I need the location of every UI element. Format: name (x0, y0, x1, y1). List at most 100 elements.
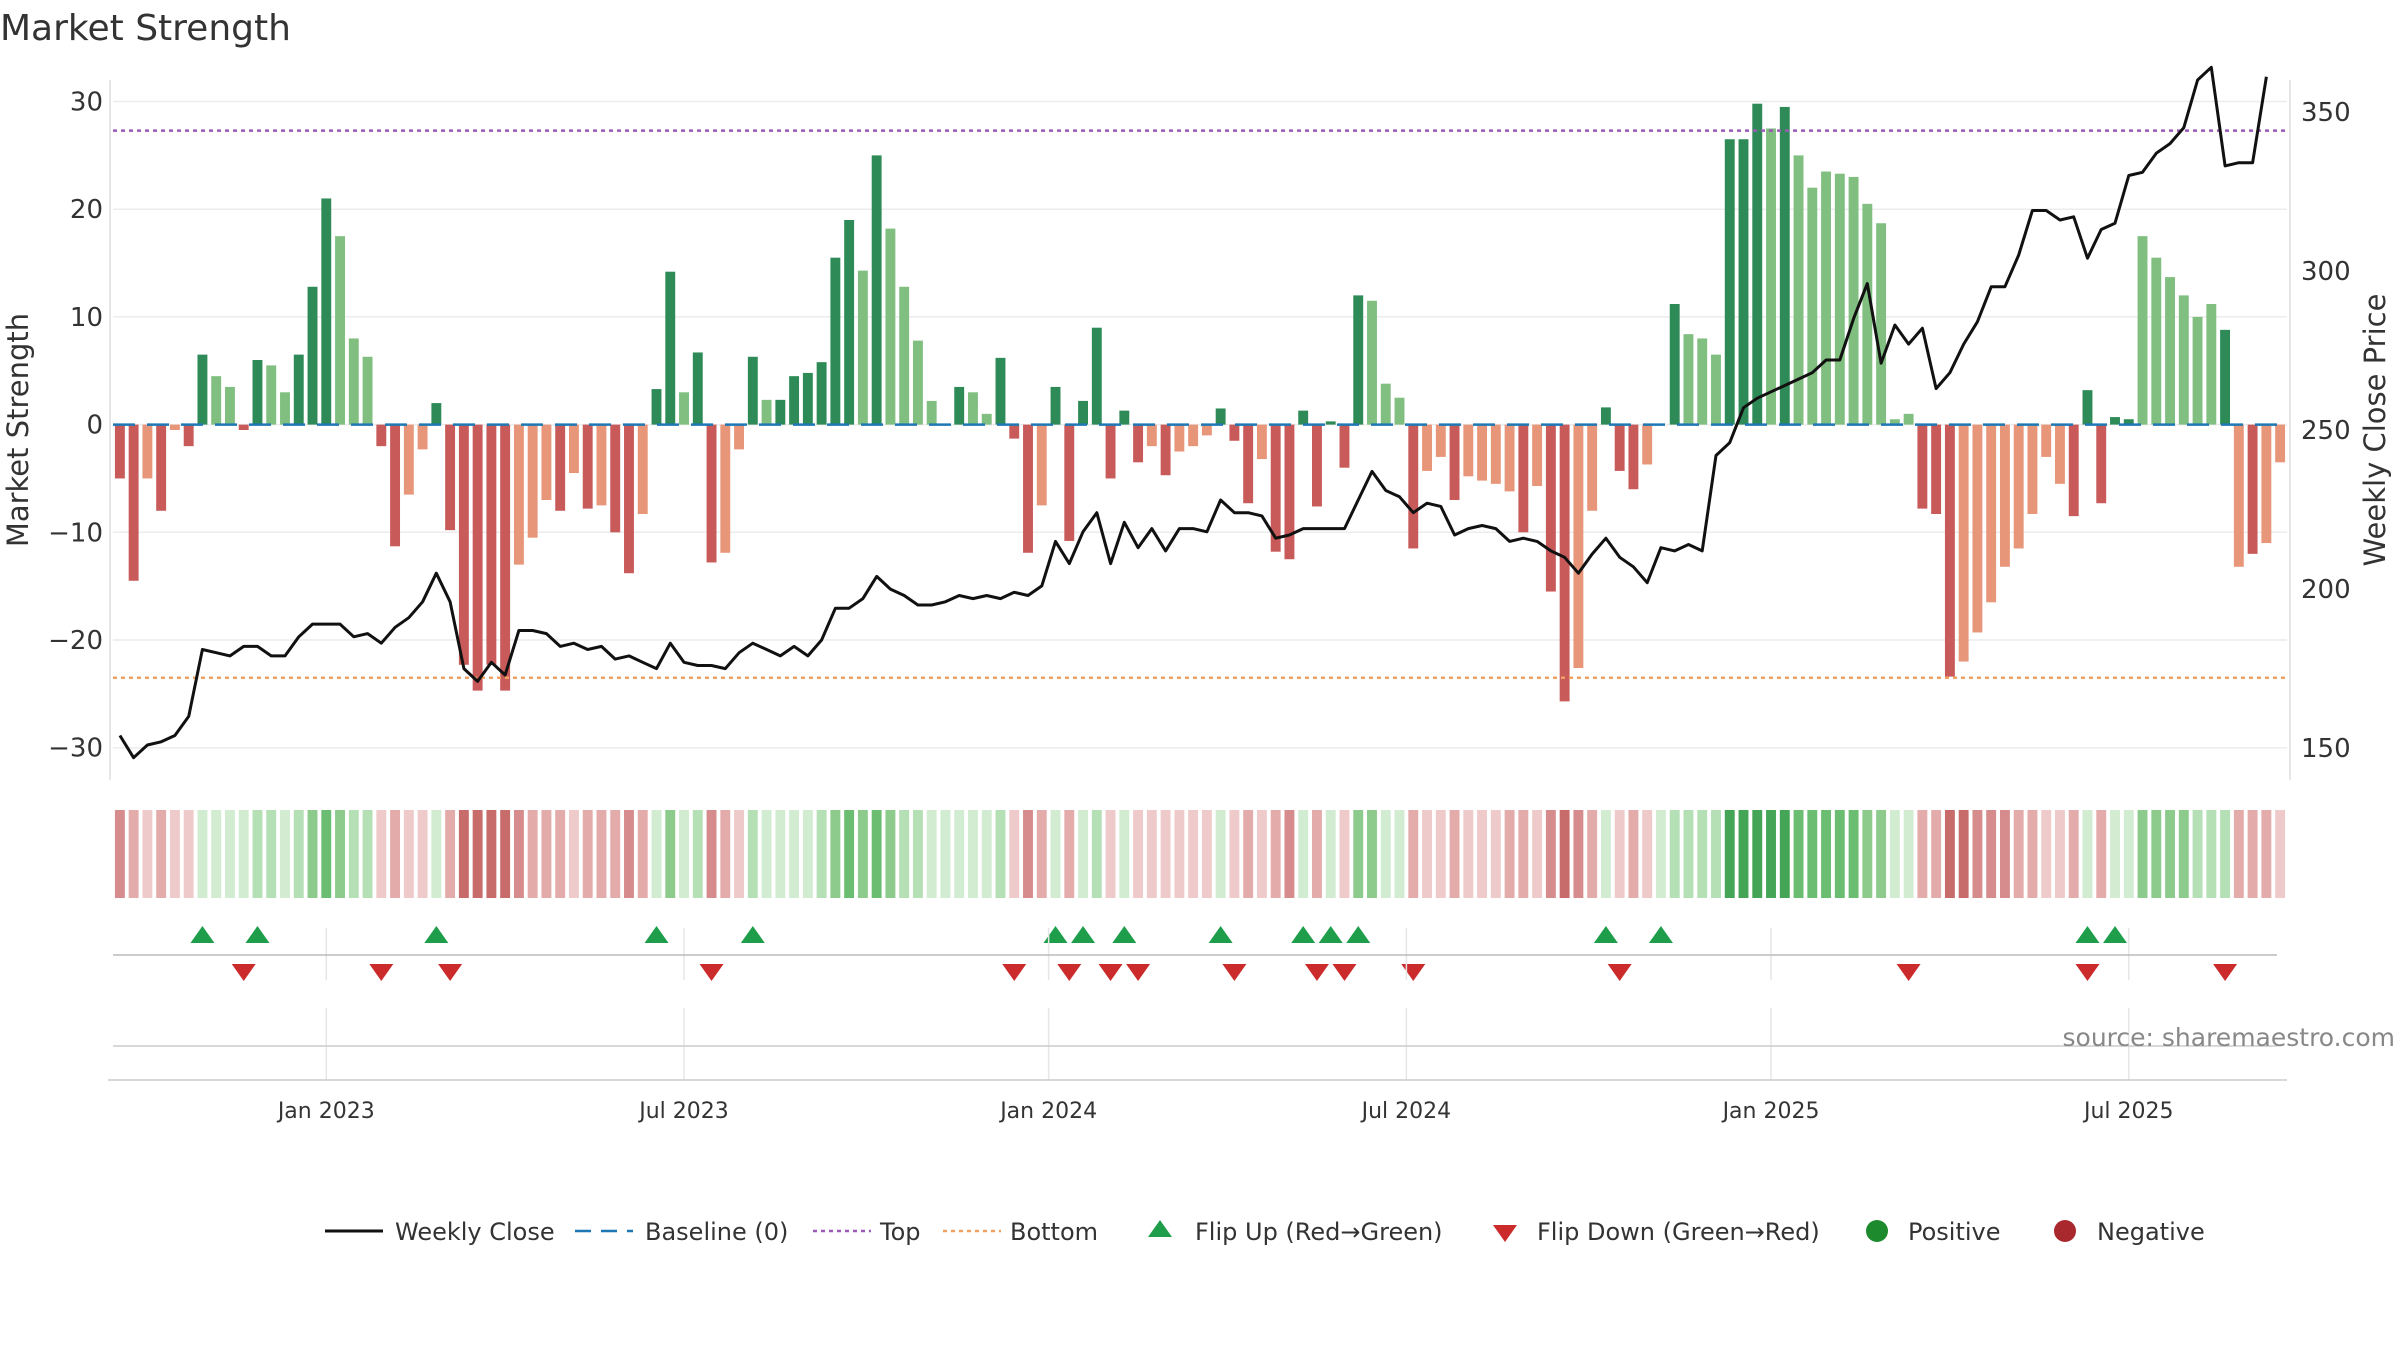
positive-bar (1353, 295, 1364, 425)
heat-cell (1091, 810, 1102, 898)
flip-down-marker (1607, 964, 1632, 981)
heat-cell (940, 810, 951, 898)
positive-bar (1738, 139, 1749, 425)
heat-cell (582, 810, 593, 898)
legend-label: Flip Down (Green→Red) (1537, 1218, 1820, 1246)
flip-down-marker (1126, 964, 1151, 981)
negative-bar (458, 424, 469, 665)
heat-cell (1876, 810, 1887, 898)
negative-bar (142, 424, 153, 479)
heat-cell (2096, 810, 2107, 898)
negative-bar (183, 424, 194, 447)
positive-bar (225, 386, 235, 425)
left-tick-label: 0 (86, 411, 103, 441)
date-tick-label: Jul 2023 (637, 1099, 729, 1124)
heat-cell (1284, 810, 1295, 898)
legend-swatch-flip-down (1493, 1225, 1517, 1242)
positive-bar (1697, 338, 1708, 425)
heat-cell (1766, 810, 1776, 898)
legend-swatch-negative (2054, 1220, 2076, 1242)
heat-cell (981, 810, 992, 898)
heat-cell (1614, 810, 1625, 898)
heat-cell (1999, 810, 2010, 898)
negative-bar (1408, 424, 1419, 549)
positive-bar (1380, 383, 1391, 425)
left-tick-label: 30 (70, 88, 103, 118)
negative-bar (1587, 424, 1598, 511)
negative-bar (417, 424, 428, 450)
positive-bar (2220, 329, 2231, 425)
date-tick-label: Jul 2024 (1360, 1099, 1452, 1124)
positive-bar (885, 228, 896, 425)
date-tick-label: Jan 2025 (1721, 1099, 1820, 1124)
heat-cell (802, 810, 813, 898)
positive-bar (1821, 171, 1832, 425)
positive-bar (1848, 176, 1859, 425)
positive-bar (1683, 334, 1694, 425)
negative-bar (1023, 424, 1033, 553)
heat-cell (2178, 810, 2189, 898)
heat-cell (2027, 810, 2038, 898)
heat-cell (1793, 810, 1804, 898)
heat-cell (527, 810, 538, 898)
heat-cell (1490, 810, 1501, 898)
positive-bar (321, 198, 332, 425)
negative-bar (610, 424, 621, 533)
heat-cell (458, 810, 469, 898)
left-tick-label: 20 (70, 195, 103, 225)
positive-bar (307, 286, 318, 425)
negative-bar (1972, 424, 1983, 633)
heat-cell (1201, 810, 1212, 898)
weekly-close-series (118, 65, 2268, 760)
positive-bar (2165, 277, 2175, 425)
heat-cell (211, 810, 222, 898)
heat-cell (1243, 810, 1254, 898)
positive-bar (1834, 173, 1845, 425)
negative-bar (1146, 424, 1157, 447)
negative-bar (486, 424, 497, 665)
heat-cell (1587, 810, 1598, 898)
strength-bars (114, 103, 2286, 702)
flip-up-marker (1593, 926, 1618, 943)
negative-bar (2233, 424, 2244, 567)
heat-cell (1367, 810, 1377, 898)
flip-up-marker (1318, 926, 1343, 943)
negative-bar (1944, 424, 1955, 677)
heat-cell (1779, 810, 1790, 898)
negative-bar (624, 424, 634, 574)
negative-bar (527, 424, 538, 538)
heat-cell (1834, 810, 1845, 898)
heat-cell (2165, 810, 2175, 898)
heat-cell (1655, 810, 1666, 898)
negative-bar (1573, 424, 1584, 668)
heat-cell (1422, 810, 1432, 898)
heat-cell (2137, 810, 2148, 898)
heat-cell (486, 810, 497, 898)
positive-bar (1050, 386, 1061, 425)
heat-cell (857, 810, 868, 898)
heat-cell (1862, 810, 1873, 898)
heat-cell (1986, 810, 1997, 898)
positive-bar (651, 389, 662, 425)
negative-bar (555, 424, 566, 511)
positive-bar (1325, 421, 1336, 425)
heat-cell (2233, 810, 2244, 898)
heat-cell (995, 810, 1006, 898)
heat-cell (376, 810, 387, 898)
heat-cell (1752, 810, 1763, 898)
right-tick-label: 350 (2301, 98, 2351, 128)
left-tick-label: −20 (48, 626, 103, 656)
heat-cell (445, 810, 456, 898)
heat-cell (1711, 810, 1721, 898)
positive-bar (1752, 103, 1763, 425)
heat-cell (761, 810, 772, 898)
positive-bar (692, 352, 703, 425)
negative-bar (2096, 424, 2107, 504)
heat-cell (2055, 810, 2065, 898)
positive-bar (844, 220, 855, 425)
negative-bar (472, 424, 483, 691)
heat-cell (1064, 810, 1075, 898)
heat-cell (596, 810, 607, 898)
flip-down-marker (369, 964, 394, 981)
positive-bar (912, 340, 923, 425)
